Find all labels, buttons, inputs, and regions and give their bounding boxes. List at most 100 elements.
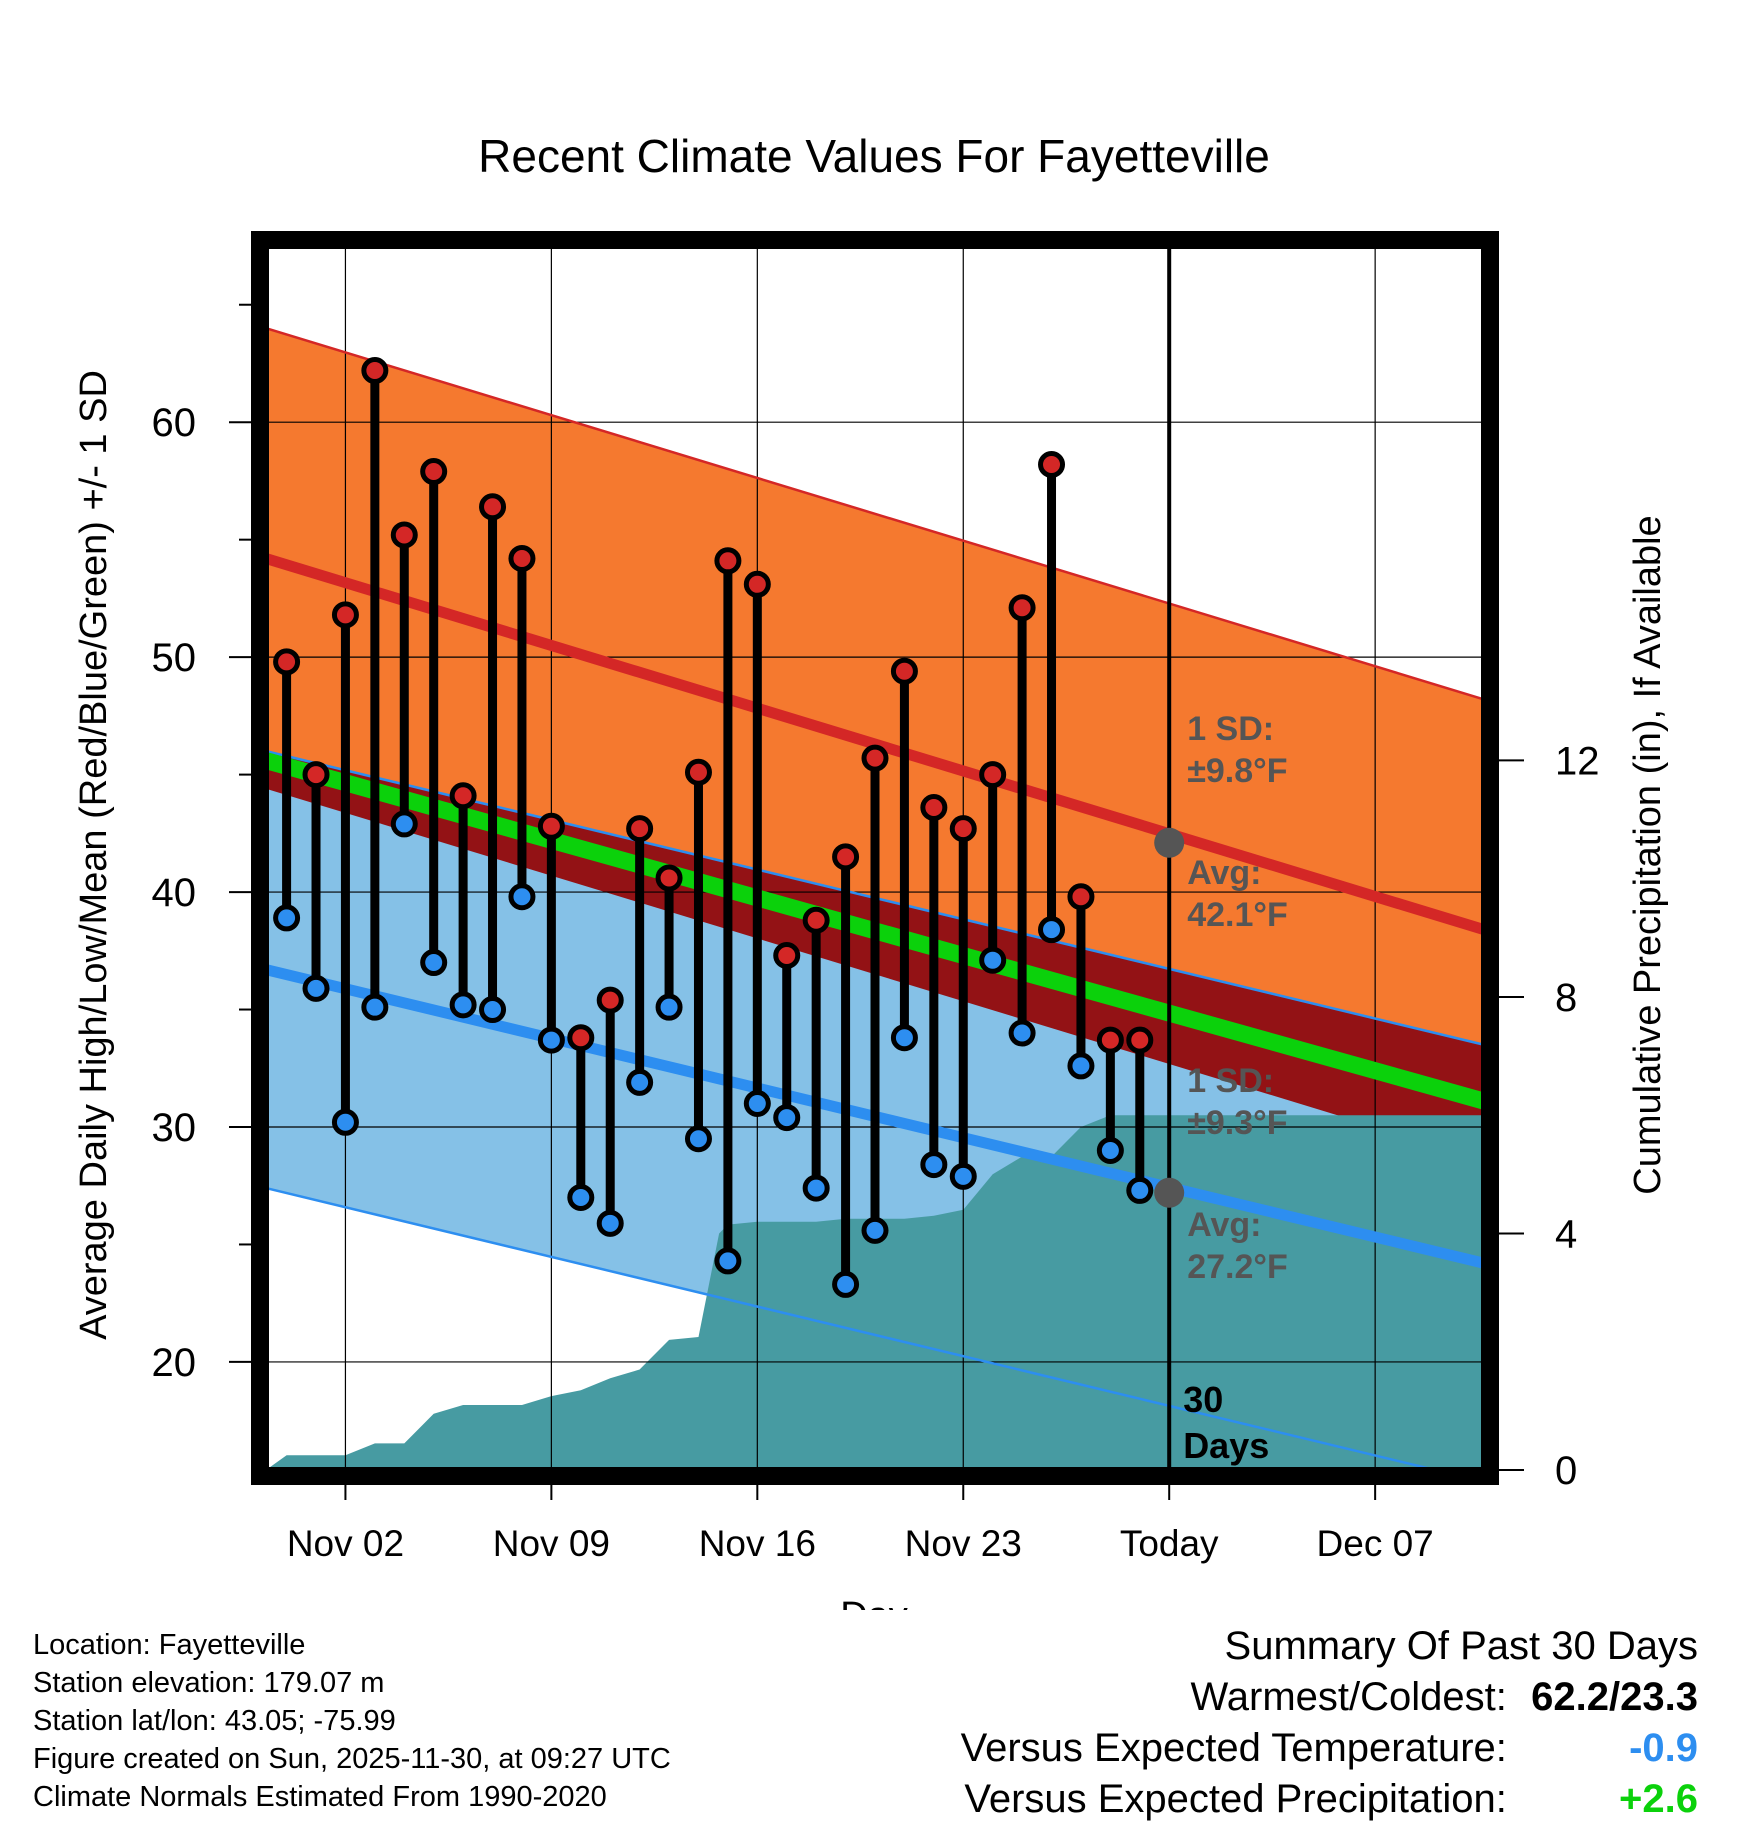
high-avg-annotation: 42.1°F (1187, 896, 1288, 934)
daily-low-point (655, 993, 683, 1021)
daily-low-point (832, 1270, 860, 1298)
daily-low-point (949, 1162, 977, 1190)
daily-high-point (390, 521, 418, 549)
daily-low-point (890, 1024, 918, 1052)
low-sd-annotation: 1 SD: (1187, 1062, 1274, 1100)
today-low-avg-marker (1154, 1177, 1185, 1208)
daily-low-point (684, 1125, 712, 1153)
summary-precip-row: Versus Expected Precipitation: +2.6 (961, 1774, 1698, 1825)
daily-high-point (361, 357, 389, 385)
y2-tick-label: 8 (1555, 976, 1577, 1020)
daily-high-point (1096, 1026, 1124, 1054)
daily-low-point (331, 1108, 359, 1136)
x-tick-label: Nov 02 (287, 1523, 404, 1564)
y-tick-label: 20 (152, 1341, 197, 1385)
y-tick-label: 30 (152, 1106, 197, 1150)
created-text: Figure created on Sun, 2025-11-30, at 09… (33, 1743, 671, 1775)
daily-high-point (331, 601, 359, 629)
low-avg-annotation: Avg: (1187, 1206, 1261, 1244)
daily-low-point (537, 1026, 565, 1054)
daily-high-point (832, 843, 860, 871)
summary-title: Summary Of Past 30 Days (1224, 1624, 1698, 1668)
today-high-avg-marker (1154, 827, 1185, 858)
daily-low-point (714, 1247, 742, 1275)
daily-high-point (949, 815, 977, 843)
daily-high-point (273, 648, 301, 676)
daily-high-point (743, 570, 771, 598)
daily-high-point (920, 793, 948, 821)
station-info: Location: Fayetteville Station elevation… (33, 1626, 671, 1816)
daily-high-point (714, 547, 742, 575)
daily-high-point (596, 986, 624, 1014)
daily-high-point (861, 744, 889, 772)
high-sd-annotation: ±9.8°F (1187, 752, 1287, 790)
daily-high-point (1126, 1026, 1154, 1054)
daily-low-point (479, 996, 507, 1024)
x-tick-label: Dec 07 (1317, 1523, 1434, 1564)
daily-high-point (479, 493, 507, 521)
daily-low-point (743, 1090, 771, 1118)
warmest-value: 62.2/23.3 (1531, 1675, 1698, 1719)
daily-low-point (390, 810, 418, 838)
precip-area-group (266, 1115, 1484, 1470)
precip-label: Versus Expected Precipitation: (964, 1777, 1507, 1821)
daily-high-point (1008, 594, 1036, 622)
daily-low-point (508, 883, 536, 911)
daily-high-point (802, 906, 830, 934)
daily-low-point (920, 1151, 948, 1179)
y-tick-label: 40 (152, 871, 197, 915)
y-axis-label: Average Daily High/Low/Mean (Red/Blue/Gr… (73, 370, 115, 1340)
chart-title: Recent Climate Values For Fayetteville (478, 130, 1270, 182)
daily-low-point (361, 993, 389, 1021)
daily-low-point (1038, 916, 1066, 944)
daily-low-point (596, 1209, 624, 1237)
daily-high-point (890, 657, 918, 685)
daily-high-point (773, 941, 801, 969)
daily-low-point (1096, 1136, 1124, 1164)
daily-high-point (567, 1024, 595, 1052)
daily-low-point (1126, 1176, 1154, 1204)
daily-low-point (449, 991, 477, 1019)
y2-tick-label: 12 (1555, 739, 1600, 783)
daily-low-point (302, 974, 330, 1002)
latlon-text: Station lat/lon: 43.05; -75.99 (33, 1705, 396, 1737)
daily-low-point (420, 949, 448, 977)
daily-low-point (273, 904, 301, 932)
daily-low-point (979, 946, 1007, 974)
y2-tick-label: 0 (1555, 1449, 1577, 1493)
daily-low-point (1008, 1019, 1036, 1047)
plot-border (251, 231, 1499, 1485)
normals-text: Climate Normals Estimated From 1990-2020 (33, 1781, 607, 1813)
today-days-label: 30 (1183, 1379, 1223, 1420)
daily-high-point (684, 758, 712, 786)
daily-high-point (302, 761, 330, 789)
x-tick-label: Nov 23 (905, 1523, 1022, 1564)
annotations: 1 SD: ±9.8°F Avg: 42.1°F 1 SD: ±9.3°F Avg: 27.2… (1154, 710, 1288, 1466)
daily-high-point (508, 544, 536, 572)
daily-high-point (1067, 883, 1095, 911)
temp-label: Versus Expected Temperature: (960, 1726, 1507, 1770)
elevation-text: Station elevation: 179.07 m (33, 1667, 385, 1699)
high-sd-annotation: 1 SD: (1187, 710, 1274, 748)
precip-area (266, 1115, 1484, 1470)
daily-high-point (626, 815, 654, 843)
daily-low-point (802, 1174, 830, 1202)
daily-high-point (449, 782, 477, 810)
temp-value: -0.9 (1629, 1726, 1698, 1770)
daily-high-point (420, 458, 448, 486)
high-sd-upper-line (265, 327, 1485, 701)
summary-warmest-row: Warmest/Coldest: 62.2/23.3 (961, 1672, 1699, 1723)
x-tick-label: Nov 16 (699, 1523, 816, 1564)
x-tick-label: Nov 09 (493, 1523, 610, 1564)
daily-high-point (979, 761, 1007, 789)
daily-bars (273, 357, 1154, 1298)
low-sd-annotation: ±9.3°F (1187, 1104, 1287, 1142)
x-axis-label: Day (840, 1595, 908, 1610)
daily-low-point (567, 1183, 595, 1211)
daily-low-point (861, 1216, 889, 1244)
today-days-label: Days (1183, 1425, 1269, 1466)
axes: Nov 02 Nov 09 Nov 16 Nov 23 Today Dec 07 20 30 4… (152, 303, 1600, 1564)
daily-low-point (1067, 1052, 1095, 1080)
daily-low-point (773, 1104, 801, 1132)
high-avg-annotation: Avg: (1187, 854, 1261, 892)
